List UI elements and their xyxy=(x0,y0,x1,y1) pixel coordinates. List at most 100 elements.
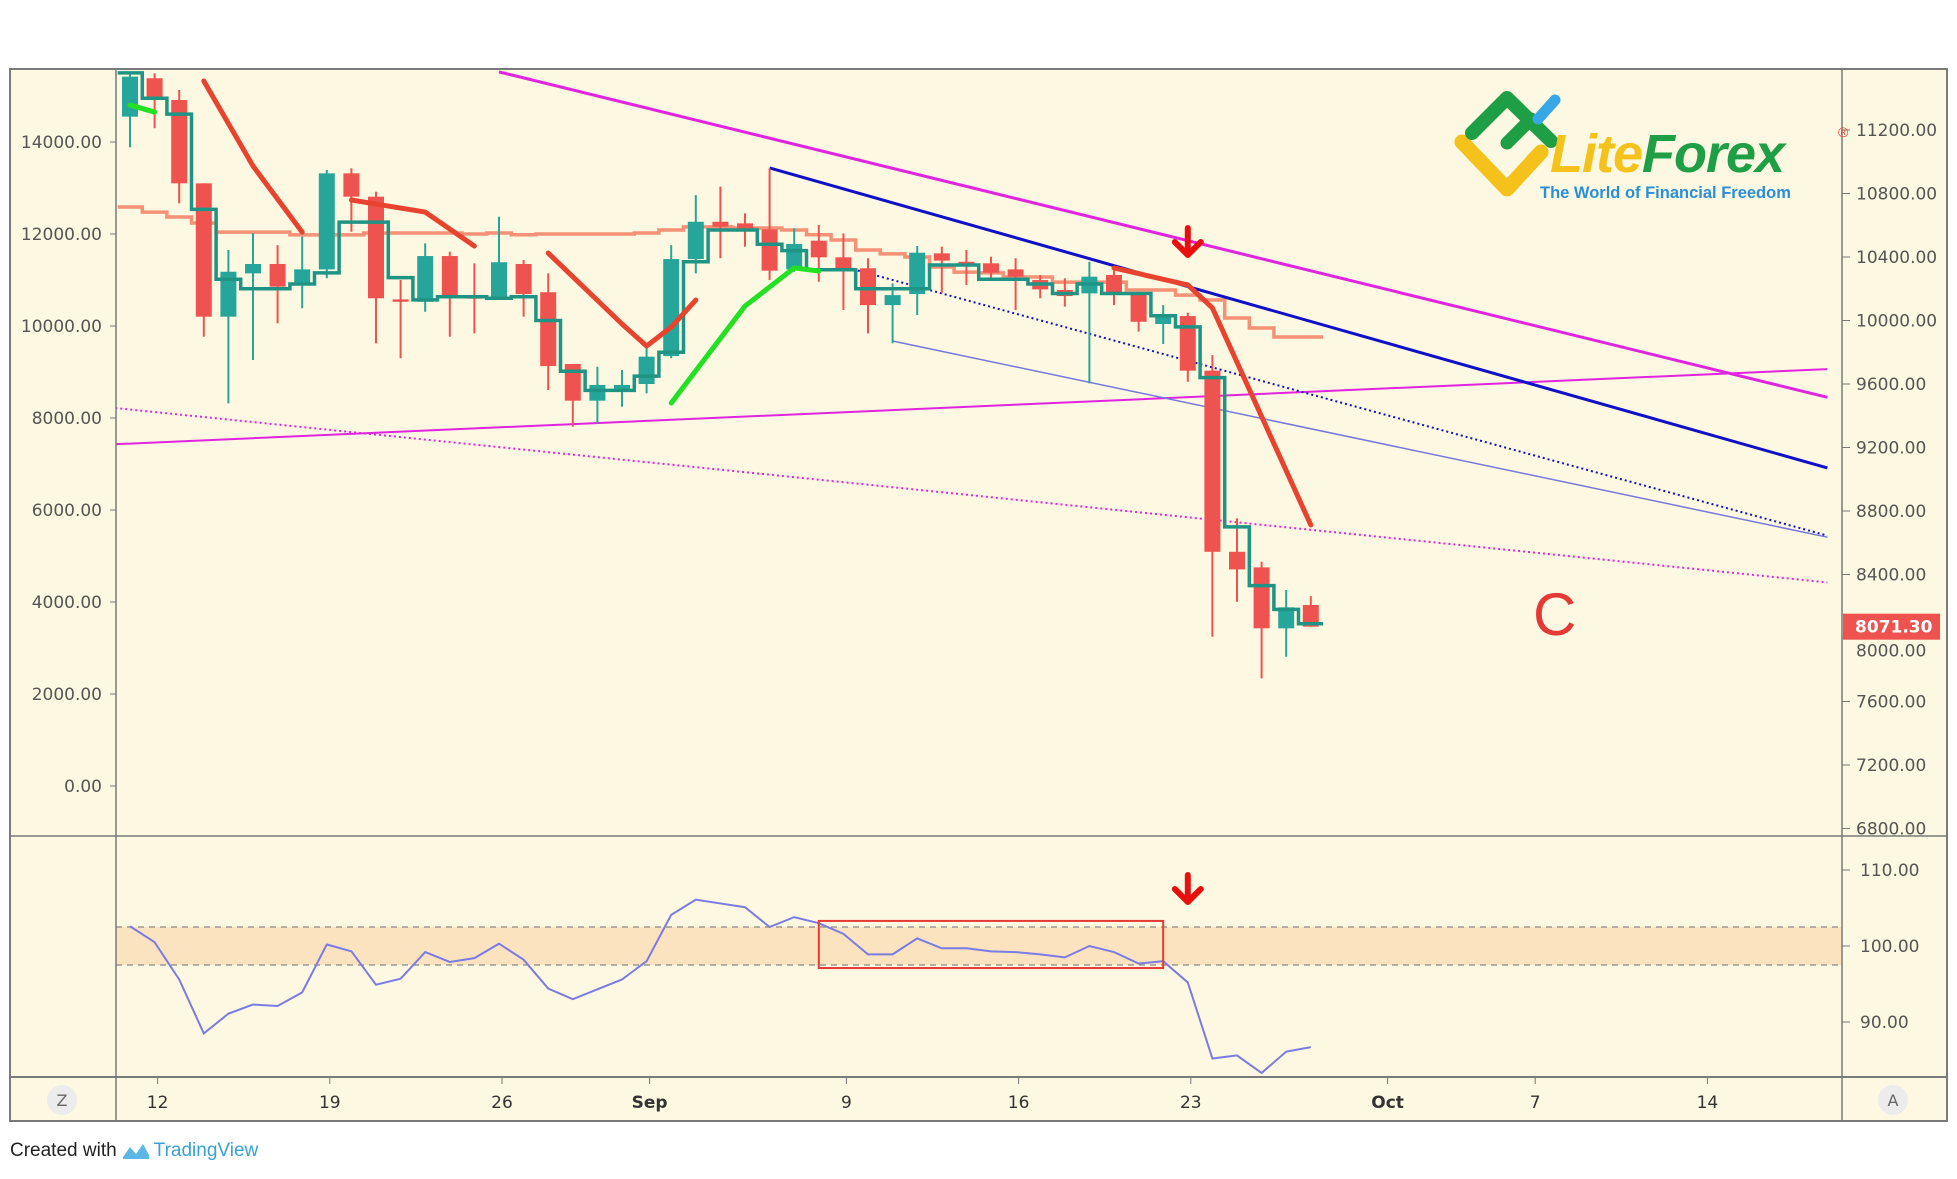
left-axis-label: 2000.00 xyxy=(32,685,102,705)
time-axis-label: 16 xyxy=(1008,1093,1030,1113)
candle xyxy=(1007,258,1024,311)
candle-body xyxy=(1007,269,1024,277)
candle xyxy=(441,251,458,337)
candle xyxy=(909,246,926,315)
trendline-purple-solid xyxy=(892,340,1828,538)
candle-body xyxy=(614,384,630,392)
trendline-magenta-solid xyxy=(498,70,1828,399)
candle-body xyxy=(712,221,729,227)
green-trend-curve xyxy=(127,102,158,115)
candle xyxy=(1155,305,1172,344)
indicator-axis-label: 90.00 xyxy=(1860,1013,1909,1033)
auto-scale-button[interactable]: A xyxy=(1878,1085,1908,1115)
candle xyxy=(245,233,261,361)
right-axis-label: 7200.00 xyxy=(1856,756,1926,776)
logo-registered-mark: ® xyxy=(1838,124,1849,140)
tradingview-brand: TradingView xyxy=(153,1140,259,1161)
indicator-band-layer xyxy=(116,926,1842,966)
candle-body xyxy=(933,253,950,261)
right-axis-label: 8400.00 xyxy=(1856,566,1926,586)
candle-body xyxy=(220,271,237,317)
sell-arrow-icon xyxy=(1171,224,1204,258)
left-axis-label: 10000.00 xyxy=(21,317,102,337)
candle-body xyxy=(515,263,532,294)
right-axis-label: 11200.00 xyxy=(1856,121,1937,141)
candle-body xyxy=(269,263,286,287)
indicator-band xyxy=(116,927,1842,965)
candle-body xyxy=(195,183,212,317)
left-axis-label: 12000.00 xyxy=(21,225,102,245)
time-axis-label: 23 xyxy=(1180,1093,1202,1113)
time-axis-label: 7 xyxy=(1530,1093,1541,1113)
time-axis-label: 14 xyxy=(1697,1093,1719,1113)
candle xyxy=(146,73,163,129)
candle xyxy=(1179,312,1196,382)
candle xyxy=(761,168,778,281)
liteforex-logo-icon xyxy=(1454,91,1561,197)
candle-body xyxy=(737,223,753,229)
red-trend-curve xyxy=(1111,265,1314,528)
candle-body xyxy=(1130,293,1147,322)
right-axis-label: 10000.00 xyxy=(1856,312,1937,332)
trendline-magenta-solid xyxy=(116,368,1828,446)
candle-body xyxy=(638,356,655,384)
red-trend-curve xyxy=(545,250,699,349)
time-axis-label: 12 xyxy=(147,1093,169,1113)
tradingview-logo-icon xyxy=(122,1144,149,1159)
created-with-text: Created with xyxy=(10,1140,117,1161)
candle-body xyxy=(540,292,557,367)
candle-body xyxy=(884,295,901,306)
right-axis-label: 8800.00 xyxy=(1856,502,1926,522)
candle-body xyxy=(589,384,606,401)
candle-body xyxy=(318,173,335,270)
candle-body xyxy=(343,173,360,197)
trendline-blue-dotted xyxy=(843,265,1828,537)
left-axis-label: 4000.00 xyxy=(32,593,102,613)
left-axis-scale-button[interactable]: Z xyxy=(47,1085,77,1115)
right-axis-label: 10400.00 xyxy=(1856,248,1937,268)
left-axis-label: 14000.00 xyxy=(21,133,102,153)
candle xyxy=(294,236,311,309)
red-trend-curve xyxy=(201,78,305,235)
time-axis-label: 9 xyxy=(841,1093,852,1113)
candle xyxy=(564,363,581,427)
candle-body xyxy=(392,299,409,302)
candle xyxy=(171,89,188,204)
time-axis-label: 19 xyxy=(319,1093,341,1113)
logo-tagline: The World of Financial Freedom xyxy=(1540,184,1791,202)
candle xyxy=(318,170,335,279)
red-trend-curve xyxy=(348,197,477,249)
last-price-badge xyxy=(1843,613,1940,640)
green-trend-curve xyxy=(668,265,822,406)
indicator-arrow-icon xyxy=(1171,871,1204,905)
candle-body xyxy=(810,240,827,258)
candle-body xyxy=(245,263,261,274)
candle xyxy=(220,250,237,404)
price-pane[interactable] xyxy=(105,70,1828,679)
time-axis-label: Oct xyxy=(1371,1093,1404,1113)
left-axis-label: 6000.00 xyxy=(32,501,102,521)
candle-body xyxy=(417,256,434,302)
left-axis-label: 8000.00 xyxy=(32,409,102,429)
axes: 14000.00 12000.00 10000.00 8000.00 6000.00 40… xyxy=(21,121,1940,1113)
candle xyxy=(1302,596,1319,627)
candle xyxy=(515,260,532,317)
candle xyxy=(1278,590,1295,657)
right-axis-label: 8000.00 xyxy=(1856,642,1926,662)
candle-body xyxy=(122,76,138,117)
candle xyxy=(1106,270,1122,306)
candle-body xyxy=(564,363,581,401)
candle-body xyxy=(983,263,999,273)
chart-frame xyxy=(9,68,1948,1122)
candle-body xyxy=(1106,274,1122,294)
candle-body xyxy=(1179,316,1196,371)
candle-body xyxy=(860,268,876,306)
liteforex-logo: LiteForex ® The World of Financial Freed… xyxy=(1454,88,1874,206)
tradingview-link[interactable]: TradingView xyxy=(121,1140,259,1162)
right-axis-label: 10800.00 xyxy=(1856,185,1937,205)
indicator-pane[interactable] xyxy=(129,871,1311,1075)
logo-wordmark: LiteForex xyxy=(1550,126,1785,182)
trendline-blue-solid xyxy=(769,166,1828,470)
candle-body xyxy=(441,256,458,297)
